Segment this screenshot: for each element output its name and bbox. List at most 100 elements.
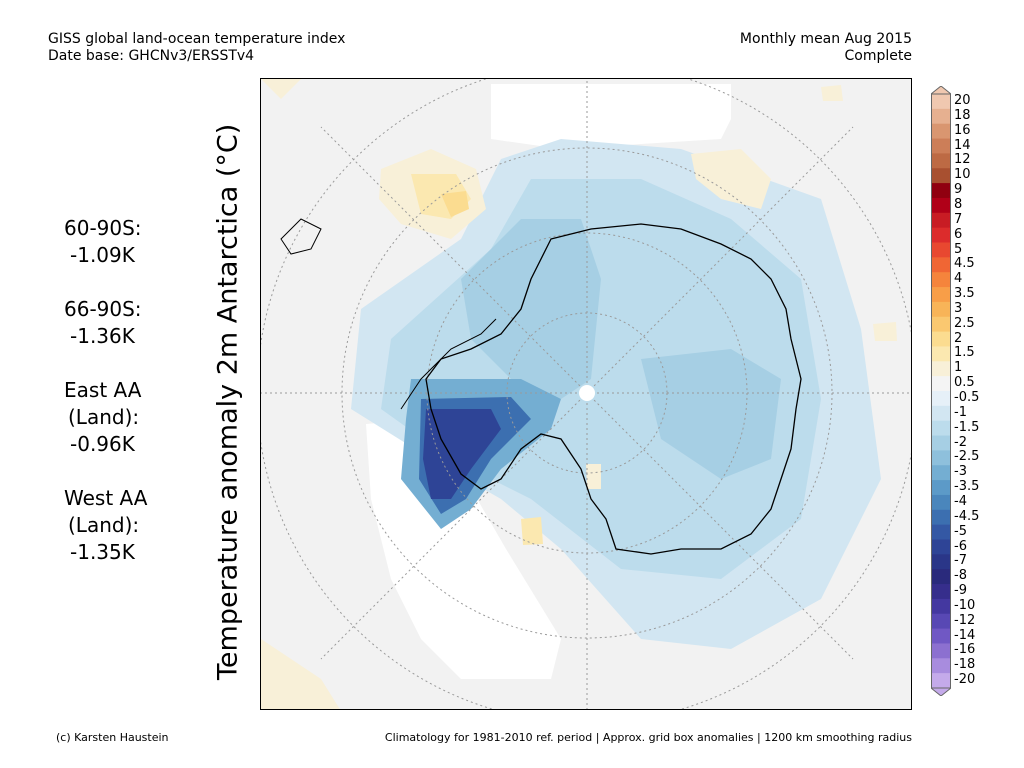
- anomaly-region-warm: [261, 79, 301, 99]
- colorbar-swatch: [931, 183, 951, 199]
- colorbar-swatch: [931, 420, 951, 437]
- anomaly-region-warm: [821, 85, 843, 101]
- anomaly-region-blue: [641, 349, 781, 479]
- stat-66-90s: 66-90S: -1.36K: [64, 296, 142, 350]
- stat-value: -1.09K: [70, 243, 135, 267]
- colorbar-swatch: [931, 613, 951, 630]
- colorbar-tick-label: 4.5: [954, 256, 975, 272]
- data-base-label: Date base: GHCNv3/ERSSTv4: [48, 48, 255, 64]
- colorbar-swatch: [931, 257, 951, 273]
- vertical-axis-label: Temperature anomaly 2m Antarctica (°C): [212, 123, 244, 680]
- stat-value: -1.36K: [70, 324, 135, 348]
- colorbar-tick-label: 4: [954, 271, 963, 287]
- colorbar-tick-label: 3: [954, 300, 963, 316]
- period-block: Monthly mean Aug 2015 Complete: [740, 31, 912, 65]
- colorbar-tick-label: -4.5: [954, 508, 980, 524]
- colorbar-swatch: [931, 108, 951, 125]
- colorbar-tick-label: 1: [954, 360, 963, 376]
- anomaly-region-deep-blue: [423, 409, 501, 499]
- colorbar-tick-label: 0.5: [954, 375, 975, 391]
- colorbar-swatch: [931, 138, 951, 154]
- colorbar-swatch: [931, 569, 951, 585]
- colorbar-swatch: [931, 361, 951, 377]
- colorbar-tick-label: -3.5: [954, 479, 980, 495]
- colorbar-tick-label: 18: [954, 107, 971, 123]
- antarctica-coastline: [425, 223, 802, 555]
- stat-value: -1.35K: [70, 540, 135, 564]
- colorbar-tick-label: -1: [954, 404, 967, 420]
- colorbar-swatch: [931, 658, 951, 674]
- colorbar-tick-label: -20: [954, 672, 976, 688]
- period-label: Monthly mean Aug 2015: [739, 31, 912, 47]
- colorbar-tick-label: 8: [954, 196, 963, 212]
- colorbar-swatch: [931, 346, 951, 362]
- colorbar-tick-label: 12: [954, 152, 971, 168]
- colorbar-tick-label: 9: [954, 182, 963, 198]
- colorbar-swatch: [931, 480, 951, 496]
- colorbar-swatch: [931, 94, 951, 110]
- colorbar-tick-label: -4: [954, 493, 967, 509]
- colorbar-tick-label: 14: [954, 137, 971, 153]
- colorbar-swatch: [931, 316, 951, 333]
- colorbar-max-arrow: [931, 86, 951, 95]
- colorbar-swatch: [931, 509, 951, 526]
- colorbar-tick-label: -8: [954, 568, 967, 584]
- colorbar-tick-label: -2.5: [954, 449, 980, 465]
- anomaly-region-warm: [691, 149, 771, 209]
- colorbar-swatch: [931, 391, 951, 407]
- colorbar-swatch: [931, 405, 951, 422]
- colorbar-tick-label: 2: [954, 330, 963, 346]
- colorbar-tick-label: 1.5: [954, 345, 975, 361]
- colorbar-swatch: [931, 554, 951, 570]
- stat-60-90s: 60-90S: -1.09K: [64, 215, 142, 269]
- colorbar-swatch: [931, 584, 951, 600]
- colorbar-tick-label: 3.5: [954, 286, 975, 302]
- map-title: GISS global land-ocean temperature index: [48, 31, 346, 47]
- colorbar-swatch: [931, 301, 951, 318]
- anomaly-region-warm: [521, 517, 543, 545]
- colorbar-swatch: [931, 227, 951, 243]
- colorbar-frame: [931, 93, 951, 689]
- stat-value: -0.96K: [70, 432, 135, 456]
- colorbar-tick-label: -7: [954, 553, 967, 569]
- credit-label: (c) Karsten Haustein: [56, 731, 169, 744]
- colorbar-swatch: [931, 450, 951, 466]
- colorbar-tick-label: -9: [954, 583, 967, 599]
- colorbar-tick-label: -0.5: [954, 390, 980, 405]
- colorbar-tick-label: -5: [954, 523, 967, 539]
- color-scale-bar: [931, 86, 951, 696]
- colorbar-tick-label: -3: [954, 464, 967, 480]
- colorbar-tick-label: 20: [954, 93, 971, 108]
- colorbar-tick-label: -6: [954, 538, 967, 554]
- color-scale-labels: 20 18 16 14 12 10 9 8 7 6 5 4.5 4 3.5 3 2.5 2 1.5 1 0.5 -0.5…: [954, 94, 1014, 694]
- colorbar-swatch: [931, 598, 951, 615]
- stat-label: 66-90S:: [64, 297, 142, 321]
- completeness-label: Complete: [844, 48, 912, 64]
- anomaly-region-warm: [441, 191, 469, 217]
- map-canvas: [261, 79, 911, 709]
- colorbar-swatch: [931, 628, 951, 644]
- colorbar-swatch: [931, 465, 951, 481]
- missing-data-region: [491, 84, 731, 149]
- anomaly-region-warm: [873, 322, 897, 341]
- colorbar-swatch: [931, 242, 951, 258]
- colorbar-tick-label: 16: [954, 122, 971, 138]
- colorbar-swatch: [931, 524, 951, 540]
- colorbar-swatch: [931, 123, 951, 140]
- colorbar-tick-label: 5: [954, 241, 963, 257]
- colorbar-tick-label: -2: [954, 434, 967, 450]
- anomaly-region-warm: [586, 464, 601, 489]
- colorbar-swatch: [931, 212, 951, 229]
- colorbar-swatch: [931, 643, 951, 659]
- colorbar-tick-label: -12: [954, 612, 976, 628]
- colorbar-min-arrow: [931, 687, 951, 696]
- south-america-tip: [280, 218, 322, 255]
- stat-label-2: (Land):: [68, 405, 140, 429]
- colorbar-tick-label: 6: [954, 226, 963, 242]
- colorbar-swatch: [931, 197, 951, 214]
- colorbar-tick-label: -1.5: [954, 419, 980, 435]
- colorbar-tick-label: 10: [954, 167, 971, 183]
- stat-label: East AA: [64, 378, 142, 402]
- stat-label-2: (Land):: [68, 513, 140, 537]
- colorbar-tick-label: -10: [954, 597, 976, 613]
